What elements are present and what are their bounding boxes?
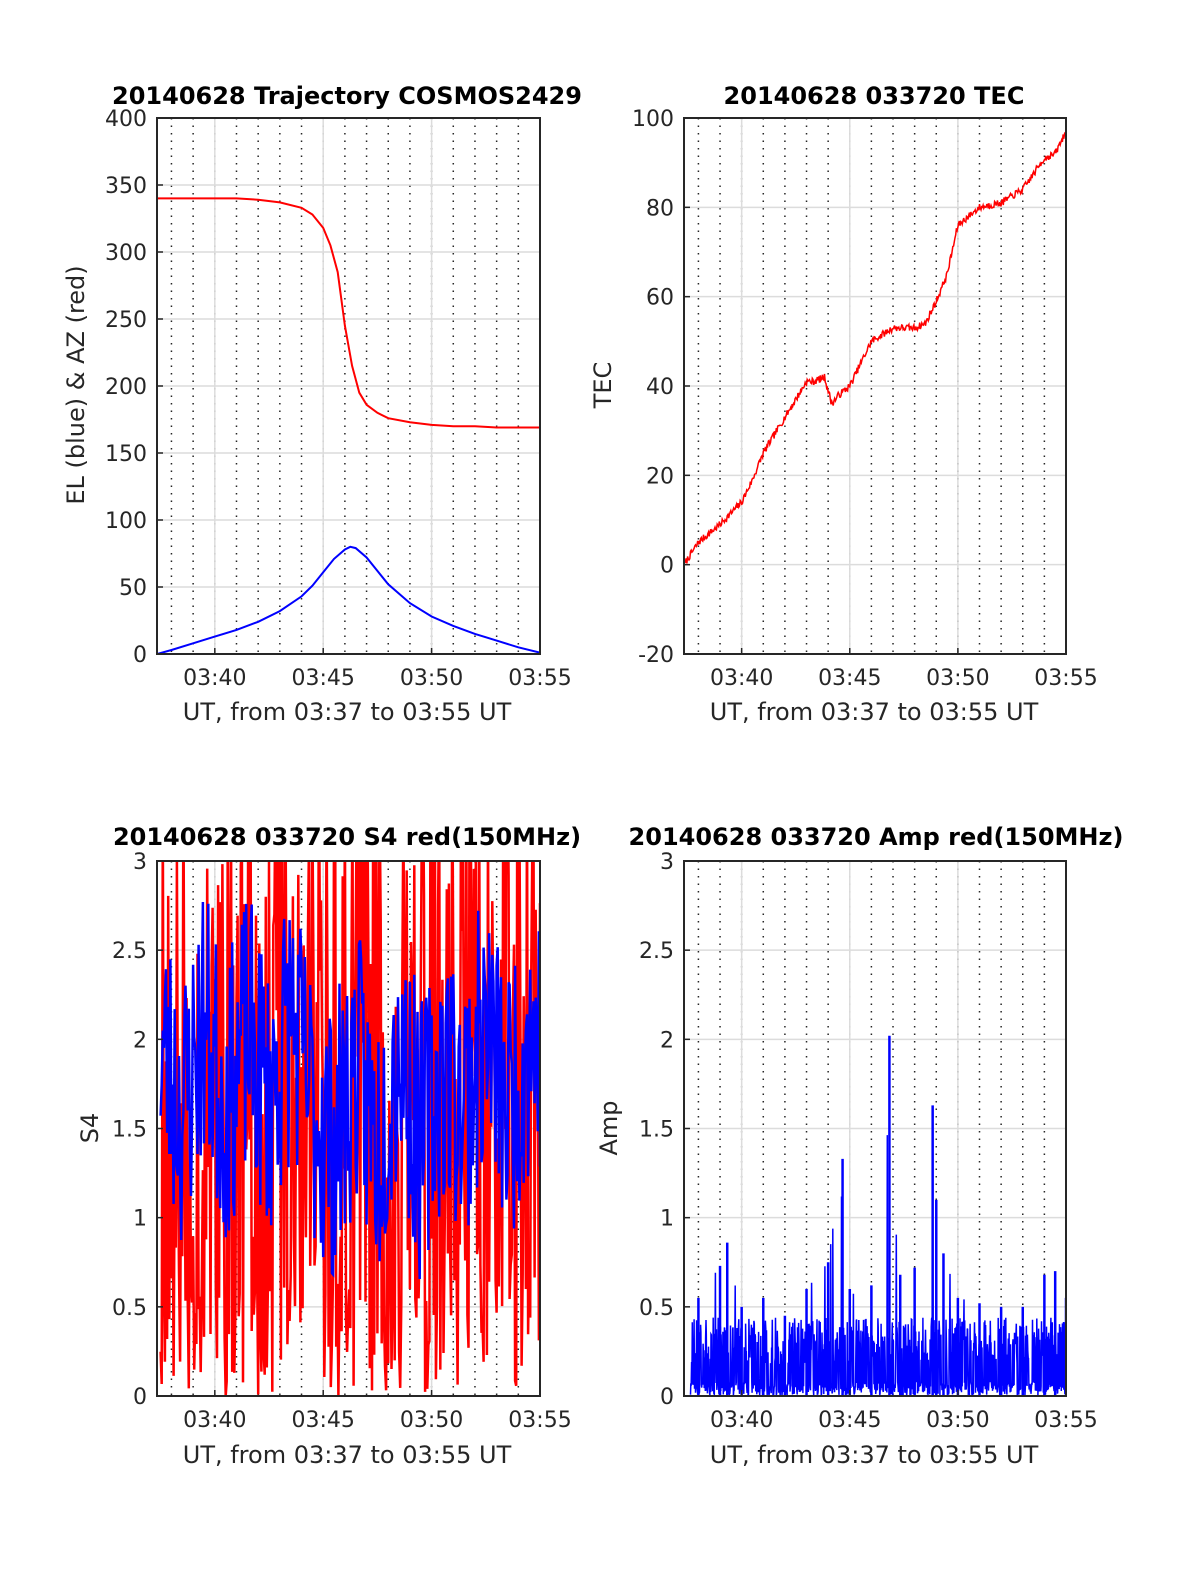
y-tick-label: -20 (638, 643, 674, 668)
y-tick-label: 300 (105, 241, 147, 266)
y-axis-label: S4 (76, 1113, 104, 1144)
series-line (159, 901, 540, 1280)
y-tick-label: 0 (133, 1385, 147, 1410)
y-tick-label: 1.5 (639, 1118, 674, 1143)
y-tick-label: 100 (105, 509, 147, 534)
s4-panel: 20140628 033720 S4 red(150MHz) UT, from … (76, 823, 581, 1469)
y-axis-label: Amp (595, 1100, 623, 1155)
x-tick-label: 03:50 (400, 1408, 463, 1433)
x-axis-label: UT, from 03:37 to 03:55 UT (710, 1441, 1039, 1469)
chart-title: 20140628 033720 Amp red(150MHz) (629, 823, 1124, 851)
y-tick-label: 250 (105, 308, 147, 333)
y-axis-label: EL (blue) & AZ (red) (62, 265, 90, 504)
x-axis-label: UT, from 03:37 to 03:55 UT (183, 698, 512, 726)
y-tick-label: 100 (632, 107, 674, 132)
x-tick-label: 03:40 (183, 1408, 246, 1433)
series-line (689, 1135, 1066, 1396)
y-axis-label: TEC (589, 362, 617, 410)
plot-area (689, 1035, 1066, 1396)
chart-title: 20140628 033720 S4 red(150MHz) (113, 823, 581, 851)
y-tick-label: 50 (119, 576, 147, 601)
x-axis-label: UT, from 03:37 to 03:55 UT (710, 698, 1039, 726)
series-line (157, 197, 540, 429)
ticks: 03:40 03:45 03:50 03:55 0 0.5 1 1.5 2 2.5 3 (639, 850, 1098, 1433)
y-tick-label: 40 (646, 375, 674, 400)
series-line (684, 131, 1066, 567)
amp-panel: 20140628 033720 Amp red(150MHz) UT, from… (595, 823, 1123, 1469)
ticks: 03:40 03:45 03:50 03:55 0 0.5 1 1.5 2 2.5 3 (112, 850, 572, 1433)
y-tick-label: 1.5 (112, 1118, 147, 1143)
y-tick-label: 0 (660, 554, 674, 579)
y-tick-label: 200 (105, 375, 147, 400)
y-tick-label: 1 (133, 1207, 147, 1232)
x-tick-label: 03:45 (818, 1408, 881, 1433)
x-tick-label: 03:40 (710, 1408, 773, 1433)
y-tick-label: 20 (646, 464, 674, 489)
x-tick-label: 03:50 (926, 1408, 989, 1433)
series-line (157, 545, 540, 654)
trajectory-panel: 20140628 Trajectory COSMOS2429 UT, from … (62, 82, 582, 726)
y-tick-label: 350 (105, 174, 147, 199)
y-tick-label: 150 (105, 442, 147, 467)
x-tick-label: 03:50 (926, 666, 989, 691)
y-tick-label: 1 (660, 1207, 674, 1232)
ticks: 03:40 03:45 03:50 03:55 0 50 100 150 200 250 300 35… (105, 107, 572, 691)
y-tick-label: 0.5 (639, 1296, 674, 1321)
y-tick-label: 3 (660, 850, 674, 875)
y-tick-label: 3 (133, 850, 147, 875)
x-tick-label: 03:40 (183, 666, 246, 691)
x-tick-label: 03:55 (508, 1408, 571, 1433)
chart-title: 20140628 033720 TEC (724, 82, 1025, 110)
x-tick-label: 03:45 (818, 666, 881, 691)
x-tick-label: 03:45 (292, 1408, 355, 1433)
plot-area (159, 861, 540, 1396)
x-tick-label: 03:50 (400, 666, 463, 691)
y-tick-label: 2.5 (639, 939, 674, 964)
x-tick-label: 03:55 (1034, 666, 1097, 691)
y-tick-label: 80 (646, 196, 674, 221)
y-tick-label: 0 (660, 1385, 674, 1410)
x-tick-label: 03:45 (292, 666, 355, 691)
tec-panel: 20140628 033720 TEC UT, from 03:37 to 03… (589, 82, 1098, 726)
chart-title: 20140628 Trajectory COSMOS2429 (112, 82, 582, 110)
x-tick-label: 03:55 (1034, 1408, 1097, 1433)
y-tick-label: 2 (660, 1028, 674, 1053)
y-tick-label: 2.5 (112, 939, 147, 964)
y-tick-label: 400 (105, 107, 147, 132)
x-tick-label: 03:40 (710, 666, 773, 691)
plot-area (157, 197, 540, 654)
y-tick-label: 0.5 (112, 1296, 147, 1321)
plot-area (684, 131, 1066, 567)
x-tick-label: 03:55 (508, 666, 571, 691)
ticks: 03:40 03:45 03:50 03:55 -20 0 20 40 60 80 100 (632, 107, 1098, 691)
y-tick-label: 0 (133, 643, 147, 668)
y-tick-label: 2 (133, 1028, 147, 1053)
x-axis-label: UT, from 03:37 to 03:55 UT (183, 1441, 512, 1469)
y-tick-label: 60 (646, 286, 674, 311)
